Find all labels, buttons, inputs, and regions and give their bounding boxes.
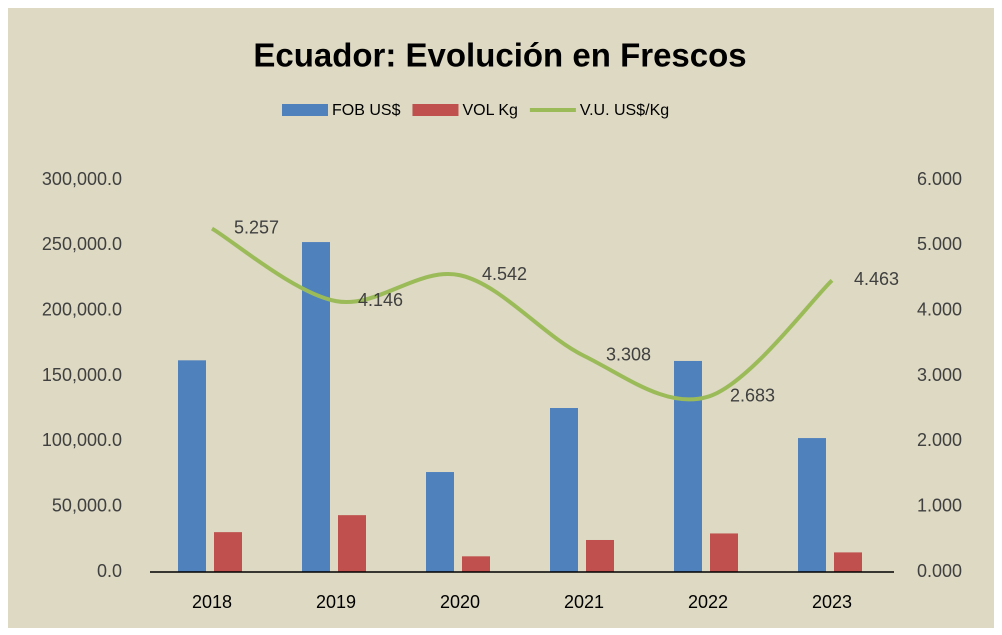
x-tick-label: 2021 — [564, 592, 604, 612]
bar — [674, 360, 702, 572]
chart-title: Ecuador: Evolución en Frescos — [253, 37, 746, 74]
data-label: 4.146 — [358, 290, 403, 310]
x-tick-label: 2022 — [688, 592, 728, 612]
bar — [178, 360, 206, 572]
bar — [586, 539, 614, 572]
bar — [710, 533, 738, 572]
data-label: 4.542 — [482, 264, 527, 284]
bar — [798, 438, 826, 572]
y2-tick-label: 2.000 — [917, 430, 962, 450]
bar — [550, 408, 578, 572]
y2-tick-label: 3.000 — [917, 365, 962, 385]
bar — [426, 472, 454, 572]
data-label: 3.308 — [606, 345, 651, 365]
x-tick-label: 2020 — [440, 592, 480, 612]
bar — [834, 552, 862, 572]
y-tick-label: 150,000.0 — [42, 365, 122, 385]
bar — [462, 556, 490, 572]
y2-tick-label: 5.000 — [917, 234, 962, 254]
x-tick-label: 2019 — [316, 592, 356, 612]
data-label: 5.257 — [234, 217, 279, 237]
y-tick-label: 100,000.0 — [42, 430, 122, 450]
legend-swatch — [412, 104, 459, 116]
y2-tick-label: 6.000 — [917, 169, 962, 189]
bar — [338, 515, 366, 572]
y-tick-label: 300,000.0 — [42, 169, 122, 189]
y2-tick-label: 0.000 — [917, 561, 962, 581]
x-tick-label: 2018 — [192, 592, 232, 612]
line — [210, 226, 834, 402]
legend-label: FOB US$ — [332, 102, 401, 119]
x-tick-label: 2023 — [812, 592, 852, 612]
data-label: 4.463 — [854, 269, 899, 289]
legend-label: VOL Kg — [462, 102, 517, 119]
y-tick-label: 0.0 — [97, 561, 122, 581]
y2-tick-label: 1.000 — [917, 495, 962, 515]
bar — [214, 532, 242, 572]
legend-label: V.U. US$/Kg — [580, 102, 669, 119]
data-label: 2.683 — [730, 385, 775, 405]
chart-background — [8, 8, 994, 628]
y-tick-label: 50,000.0 — [52, 495, 122, 515]
y-tick-label: 250,000.0 — [42, 234, 122, 254]
legend-swatch — [282, 104, 328, 116]
y-tick-label: 200,000.0 — [42, 299, 122, 319]
y2-tick-label: 4.000 — [917, 299, 962, 319]
